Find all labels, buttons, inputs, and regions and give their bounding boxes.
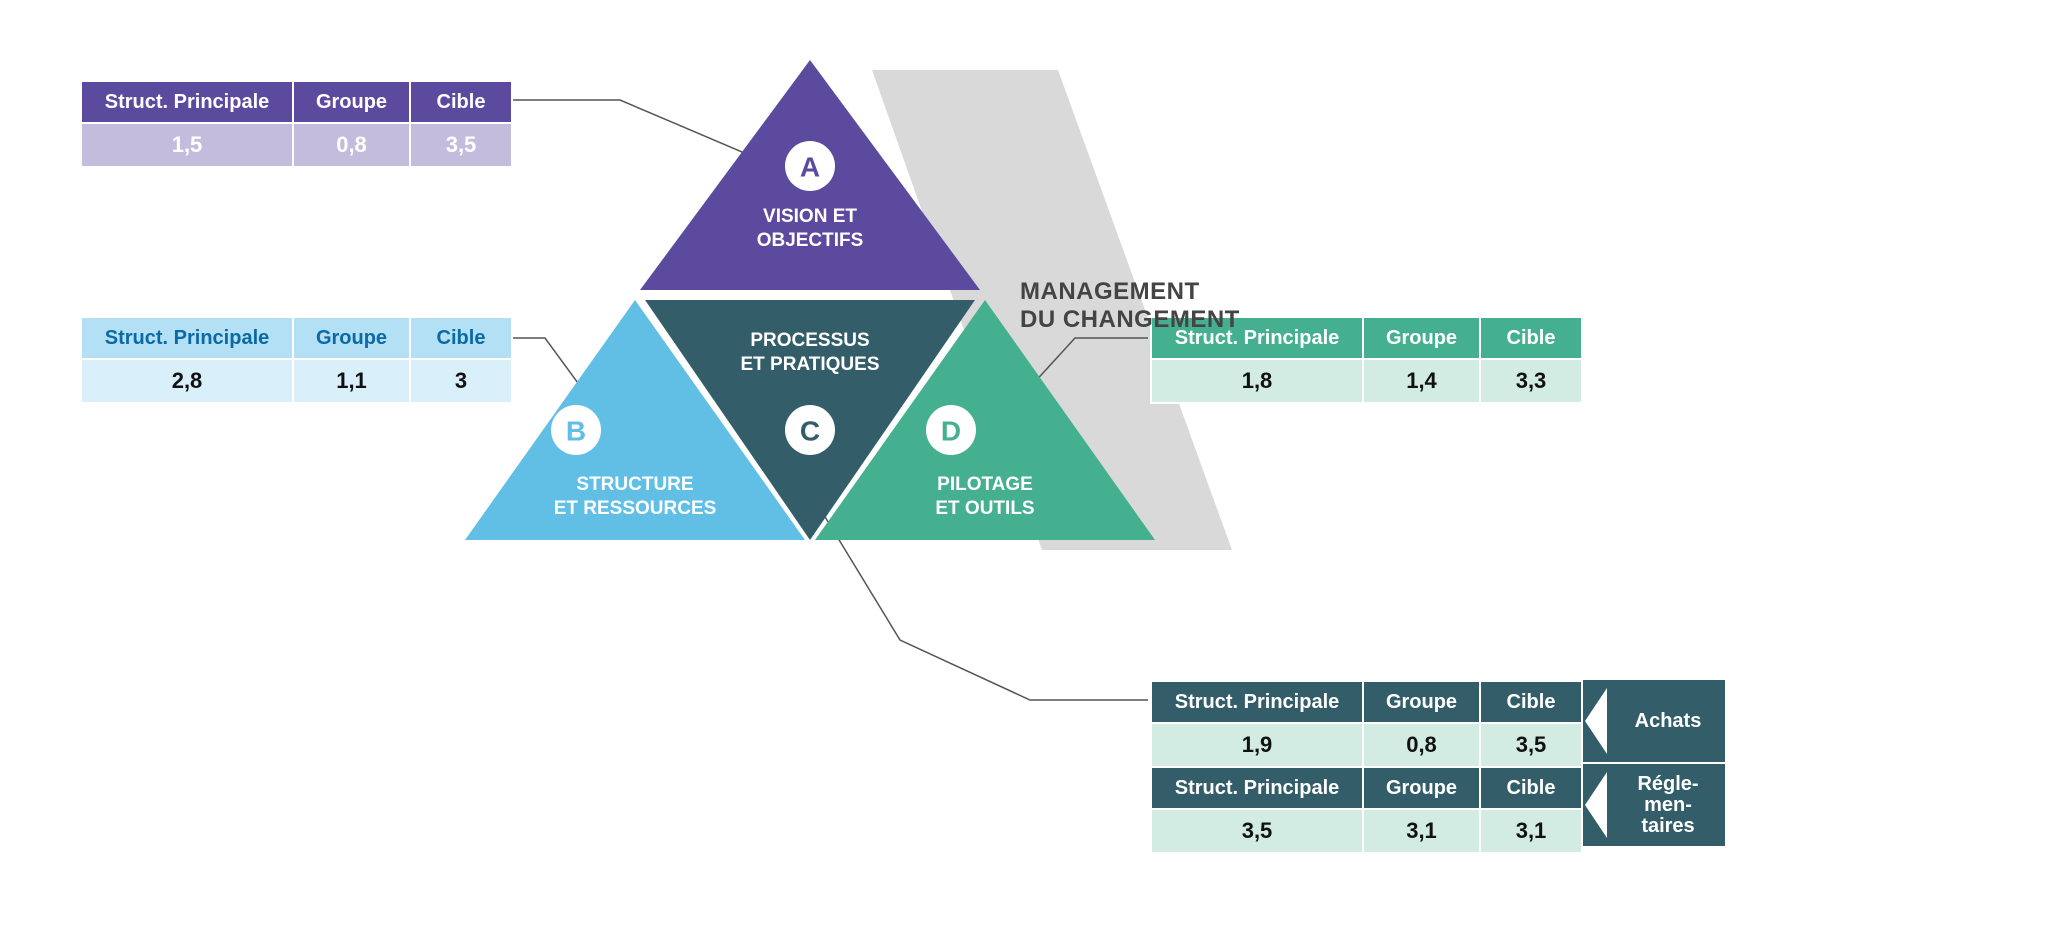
diagram-stage: VISION ET OBJECTIFS STRUCTURE ET RESSOURCES… — [0, 0, 2048, 952]
table-d-h2: Groupe — [1363, 317, 1480, 359]
side-label-achats: Achats — [1611, 680, 1725, 762]
table-c-r2-v2: 3,1 — [1363, 809, 1480, 853]
table-c-r1-v3: 3,5 — [1480, 723, 1582, 767]
management-line1: MANAGEMENT — [1020, 278, 1200, 305]
table-a: Struct. Principale Groupe Cible 1,5 0,8 … — [80, 80, 513, 168]
triangle-b-label2: ET RESSOURCES — [554, 498, 717, 519]
table-c-r1-v2: 0,8 — [1363, 723, 1480, 767]
triangle-a-label1: VISION ET — [763, 206, 857, 227]
side-label-achats-text: Achats — [1635, 711, 1702, 732]
table-c: Struct. Principale Groupe Cible 1,9 0,8 … — [1150, 680, 1583, 854]
badge-c-letter: C — [800, 416, 820, 447]
table-c-r1-h3: Cible — [1480, 681, 1582, 723]
table-a-v1: 1,5 — [81, 123, 293, 167]
table-a-h1: Struct. Principale — [81, 81, 293, 123]
table-c-r2-h1: Struct. Principale — [1151, 767, 1363, 809]
triangle-d-label2: ET OUTILS — [935, 498, 1034, 519]
triangle-b-label1: STRUCTURE — [576, 474, 693, 495]
badge-d-letter: D — [941, 416, 961, 447]
table-c-r2-v1: 3,5 — [1151, 809, 1363, 853]
table-b-h1: Struct. Principale — [81, 317, 293, 359]
table-b-v3: 3 — [410, 359, 512, 403]
table-c-r1-v1: 1,9 — [1151, 723, 1363, 767]
triangle-a-label2: OBJECTIFS — [757, 230, 864, 251]
table-c-r2-v3: 3,1 — [1480, 809, 1582, 853]
table-b-h3: Cible — [410, 317, 512, 359]
connector-a — [488, 100, 775, 166]
table-d-v3: 3,3 — [1480, 359, 1582, 403]
triangle-c-label1: PROCESSUS — [750, 330, 869, 351]
side-label-reglementaires-text: Régle- men- taires — [1637, 774, 1698, 837]
management-line2: DU CHANGEMENT — [1020, 306, 1240, 333]
table-b: Struct. Principale Groupe Cible 2,8 1,1 … — [80, 316, 513, 404]
table-d-v2: 1,4 — [1363, 359, 1480, 403]
table-d-h3: Cible — [1480, 317, 1582, 359]
table-b-v2: 1,1 — [293, 359, 410, 403]
triangle-c-label2: ET PRATIQUES — [741, 354, 880, 375]
table-c-r1-h2: Groupe — [1363, 681, 1480, 723]
table-a-v2: 0,8 — [293, 123, 410, 167]
management-label: MANAGEMENT DU CHANGEMENT — [1020, 278, 1240, 334]
badge-a-letter: A — [800, 152, 820, 183]
table-a-h2: Groupe — [293, 81, 410, 123]
badge-b-letter: B — [566, 416, 586, 447]
side-label-reglementaires: Régle- men- taires — [1611, 764, 1725, 846]
table-a-h3: Cible — [410, 81, 512, 123]
table-c-r2-h3: Cible — [1480, 767, 1582, 809]
table-b-h2: Groupe — [293, 317, 410, 359]
table-c-r2-h2: Groupe — [1363, 767, 1480, 809]
table-c-r1-h1: Struct. Principale — [1151, 681, 1363, 723]
table-b-v1: 2,8 — [81, 359, 293, 403]
triangle-d-label1: PILOTAGE — [937, 474, 1033, 495]
table-d-v1: 1,8 — [1151, 359, 1363, 403]
table-a-v3: 3,5 — [410, 123, 512, 167]
